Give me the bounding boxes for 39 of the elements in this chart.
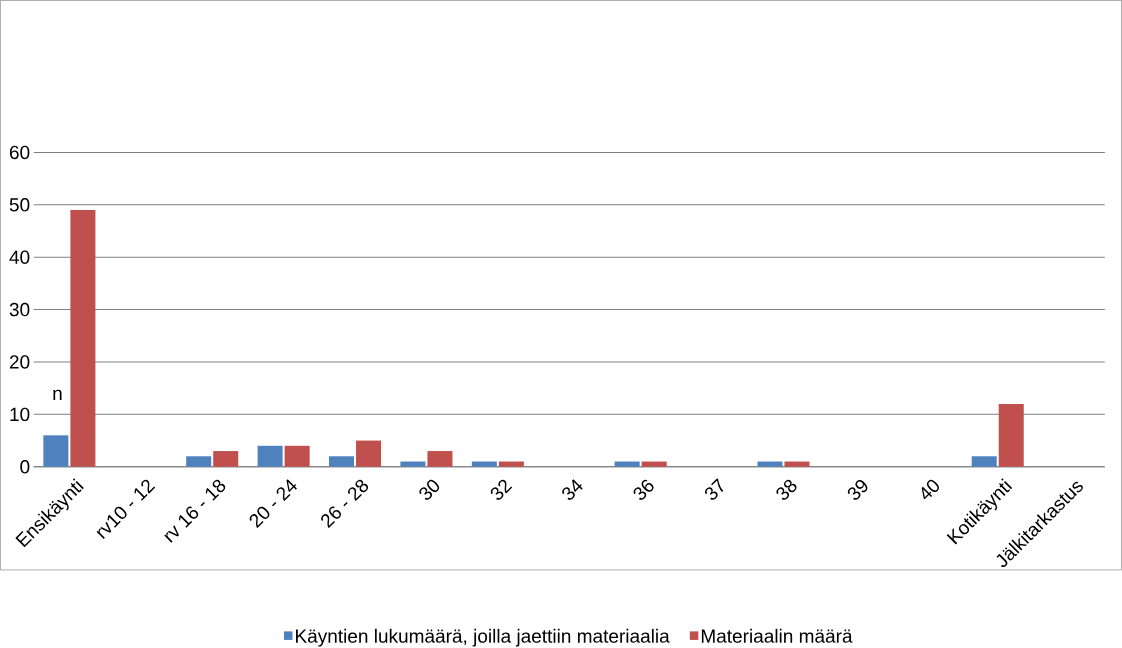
bar <box>400 461 426 467</box>
y-tick-label: 10 <box>10 407 30 422</box>
legend-label: Materiaalin määrä <box>701 628 853 643</box>
x-tick-label: 30 <box>419 479 440 500</box>
x-tick-label: 37 <box>705 478 724 500</box>
y-tick-label: 20 <box>9 355 30 369</box>
bar <box>186 456 212 467</box>
y-tick-label: 30 <box>9 302 30 317</box>
bar <box>427 450 453 467</box>
y-tick-label: 60 <box>9 145 30 160</box>
legend-label: Käyntien lukumäärä, joilla jaettiin materiaalia <box>296 628 670 647</box>
x-tick-label: rv 16 - 18 <box>164 479 226 543</box>
bar <box>43 435 69 467</box>
x-tick-label: 32 <box>490 479 513 500</box>
bar <box>471 461 497 467</box>
bar <box>257 445 283 467</box>
x-tick-label: 34 <box>562 479 583 500</box>
y-tick-label: 40 <box>9 250 30 264</box>
bar <box>757 461 783 467</box>
bar <box>971 456 997 467</box>
y-tick-label: 0 <box>20 459 30 474</box>
bar <box>356 440 382 467</box>
bar <box>70 209 96 467</box>
bar <box>329 456 355 467</box>
x-tick-label: 36 <box>633 479 654 500</box>
bar <box>614 461 640 467</box>
bar <box>284 445 310 467</box>
y-tick-label: 50 <box>9 198 30 212</box>
annotation: n <box>53 389 62 400</box>
bar <box>784 461 810 467</box>
bar <box>498 461 524 467</box>
bar <box>641 461 667 467</box>
x-tick-label: 38 <box>776 479 797 500</box>
x-tick-label: 39 <box>847 479 868 500</box>
x-tick-label: 20 - 24 <box>249 479 297 528</box>
x-tick-label: 40 <box>921 479 939 500</box>
bar <box>213 450 239 467</box>
bar <box>998 403 1024 467</box>
x-tick-label: 26 - 28 <box>321 479 369 528</box>
